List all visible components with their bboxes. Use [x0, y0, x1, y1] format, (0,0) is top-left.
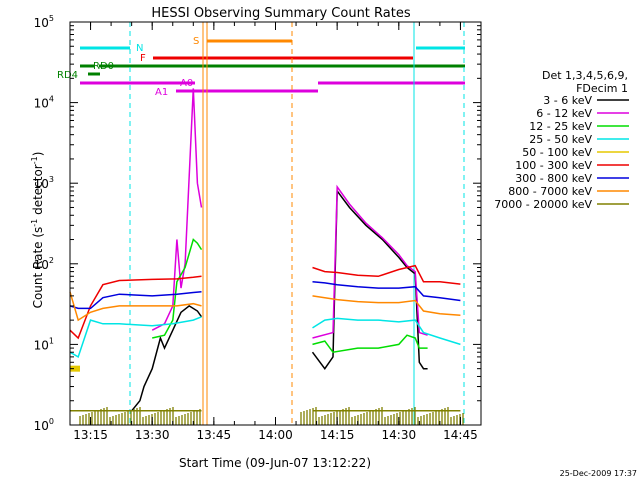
- series-line: [69, 291, 202, 310]
- series-line: [312, 295, 461, 316]
- legend-entry-label: 6 - 12 keV: [536, 107, 592, 120]
- chart-title: HESSI Observing Summary Count Rates: [151, 6, 410, 21]
- y-tick-label: 103: [34, 175, 54, 191]
- series-line: [312, 317, 461, 346]
- y-axis-label: Count Rate (s-1 detector-1): [30, 152, 45, 309]
- y-tick-label: 104: [34, 95, 54, 111]
- series-line: [131, 304, 203, 412]
- y-tick-label: 105: [34, 14, 54, 30]
- y-axis-label-sup1: -1: [30, 219, 39, 227]
- legend-entry-label: 100 - 300 keV: [515, 159, 592, 172]
- series-line: [69, 316, 202, 359]
- series-line: [312, 264, 461, 285]
- series-line: [69, 291, 202, 322]
- legend-entry-label: 3 - 6 keV: [543, 94, 592, 107]
- y-axis-label-sup2: -1: [30, 156, 39, 164]
- legend-header: Det 1,3,4,5,6,9,: [542, 69, 628, 82]
- series-line: [312, 280, 461, 302]
- series-line: [69, 275, 202, 340]
- observing-bars: N S F RD0 RD4 A0 A1: [57, 36, 465, 98]
- flag-label: F: [140, 53, 146, 64]
- legend-entry-label: 12 - 25 keV: [529, 120, 592, 133]
- y-axis-label-mid: detector: [31, 164, 45, 219]
- series-block: [70, 365, 80, 372]
- y-tick-label: 101: [34, 336, 54, 352]
- x-tick-label: 14:00: [258, 428, 293, 442]
- series-line: [312, 184, 428, 339]
- flag-label: N: [136, 43, 143, 54]
- flag-label: A0: [180, 78, 193, 89]
- legend-entry-label: 50 - 100 keV: [522, 146, 592, 159]
- legend-entry-label: 800 - 7000 keV: [508, 185, 592, 198]
- y-axis-label-main: Count Rate (s: [31, 227, 45, 309]
- series-line: [151, 88, 203, 331]
- flag-label: RD4: [57, 70, 78, 81]
- y-axis-label-end: ): [31, 152, 45, 157]
- x-tick-label: 14:15: [320, 428, 355, 442]
- series-group: [69, 88, 464, 425]
- x-tick-label: 13:30: [135, 428, 170, 442]
- series-line: [312, 334, 428, 354]
- flag-label: S: [193, 36, 199, 47]
- legend-entry-label: 25 - 50 keV: [529, 133, 592, 146]
- x-axis-label: Start Time (09-Jun-07 13:12:22): [179, 456, 371, 470]
- time-markers: [129, 22, 465, 425]
- x-tick-label: 14:45: [443, 428, 478, 442]
- x-tick-label: 14:30: [382, 428, 417, 442]
- series-line: [311, 188, 428, 370]
- axes-group: 13:15 13:30 13:45 14:00 14:15 14:30 14:45 100 10…: [34, 14, 482, 442]
- flag-label: RD0: [93, 61, 114, 72]
- legend-entry-label: 7000 - 20000 keV: [494, 198, 592, 211]
- y-tick-label: 100: [34, 417, 54, 433]
- legend-header: FDecim 1: [576, 82, 628, 95]
- x-tick-label: 13:45: [197, 428, 232, 442]
- legend-entry-label: 300 - 800 keV: [515, 172, 592, 185]
- y-tick-label: 102: [34, 256, 54, 272]
- footer-timestamp: 25-Dec-2009 17:37: [560, 469, 637, 478]
- series-line: [152, 238, 203, 339]
- flag-label: A1: [155, 87, 168, 98]
- x-tick-label: 13:15: [73, 428, 108, 442]
